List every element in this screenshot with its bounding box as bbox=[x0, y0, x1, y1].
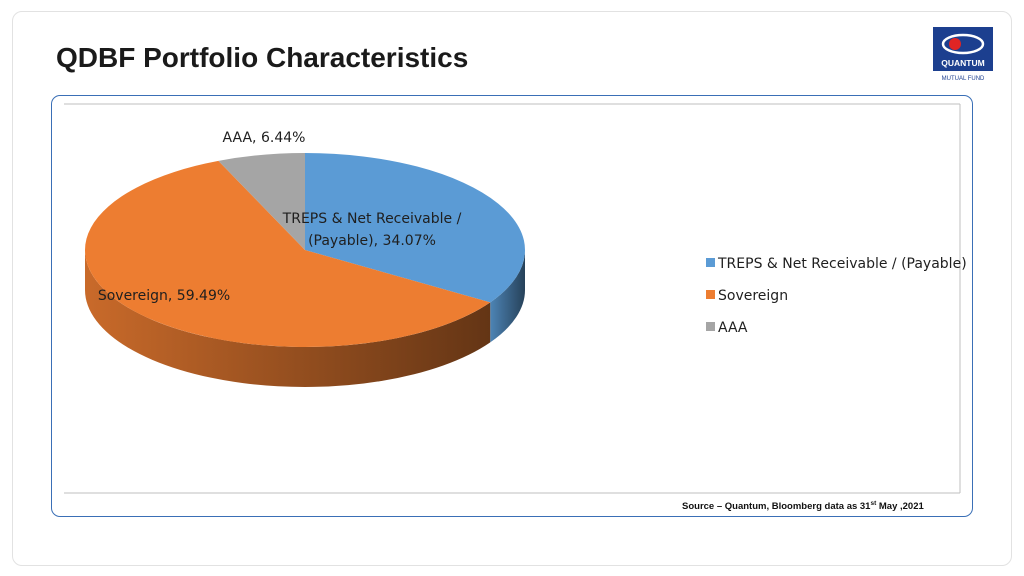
pie-labels: TREPS & Net Receivable / (Payable), 34.07… bbox=[98, 130, 462, 304]
logo-brand-text: QUANTUM bbox=[941, 58, 984, 68]
pie-slice-2 bbox=[218, 153, 305, 250]
pie-depth bbox=[85, 250, 525, 387]
legend-label-0: TREPS & Net Receivable / (Payable) bbox=[717, 256, 967, 272]
data-label-0: TREPS & Net Receivable / (Payable), 34.07… bbox=[282, 211, 462, 249]
logo-dot bbox=[949, 38, 961, 50]
source-note: Source – Quantum, Bloomberg data as 31st… bbox=[682, 500, 924, 512]
legend-swatch-0 bbox=[706, 258, 715, 267]
page-title: QDBF Portfolio Characteristics bbox=[56, 42, 469, 73]
pie-wall-1 bbox=[85, 250, 491, 387]
logo-orbit bbox=[941, 33, 985, 55]
legend-label-2: AAA bbox=[718, 320, 748, 336]
legend-swatch-1 bbox=[706, 290, 715, 299]
pie-chart: TREPS & Net Receivable / (Payable), 34.07… bbox=[64, 103, 967, 494]
legend: TREPS & Net Receivable / (Payable) Sovere… bbox=[706, 256, 967, 336]
pie-top bbox=[84, 153, 525, 347]
logo-sub-text: MUTUAL FUND bbox=[942, 76, 985, 82]
legend-swatch-2 bbox=[706, 322, 715, 331]
data-label-1: Sovereign, 59.49% bbox=[98, 288, 230, 304]
quantum-mutual-fund-logo: QUANTUM MUTUAL FUND bbox=[933, 27, 993, 89]
pie-slice-1 bbox=[84, 160, 491, 347]
legend-label-1: Sovereign bbox=[718, 288, 788, 304]
pie-wall-0 bbox=[490, 250, 525, 343]
chart-container: TREPS & Net Receivable / (Payable), 34.07… bbox=[51, 95, 973, 517]
source-suffix: May ,2021 bbox=[876, 501, 924, 513]
data-label-2: AAA, 6.44% bbox=[223, 130, 306, 146]
source-prefix: Source – Quantum, Bloomberg data as 31 bbox=[682, 501, 871, 513]
pie-slice-0 bbox=[305, 153, 525, 303]
source-sup: st bbox=[870, 500, 877, 507]
